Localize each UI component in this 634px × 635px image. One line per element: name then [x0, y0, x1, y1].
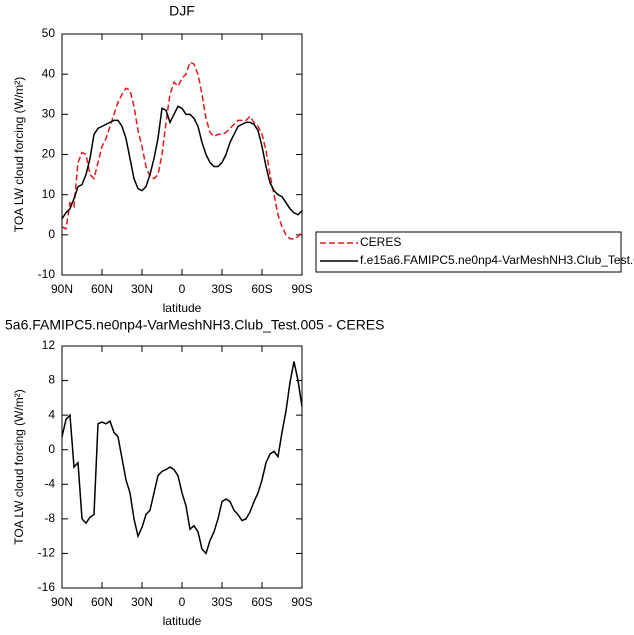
y-tick-label: 30: [42, 107, 56, 121]
y-tick-label: 50: [42, 26, 56, 40]
x-tick-label: 60N: [91, 282, 113, 296]
y-tick-label: 12: [42, 338, 56, 352]
y-tick-label: 10: [42, 187, 56, 201]
x-tick-label: 60N: [91, 595, 113, 609]
legend-label: f.e15a6.FAMIPC5.ne0np4-VarMeshNH3.Club_T…: [360, 253, 634, 267]
x-tick-label: 90S: [291, 282, 312, 296]
y-tick-label: -10: [38, 267, 56, 281]
legend-box: [315, 231, 622, 273]
y-tick-label: 40: [42, 66, 56, 80]
x-tick-label: 60S: [251, 595, 272, 609]
chart-title: 5a6.FAMIPC5.ne0np4-VarMeshNH3.Club_Test.…: [5, 317, 384, 333]
y-tick-label: -12: [38, 546, 56, 560]
y-axis-label: TOA LW cloud forcing (W/m²): [12, 77, 26, 233]
x-tick-label: 90N: [51, 282, 73, 296]
y-tick-label: -4: [44, 476, 55, 490]
y-tick-label: 0: [48, 442, 55, 456]
plot-frame: [61, 345, 303, 589]
x-axis-label: latitude: [163, 301, 202, 315]
y-tick-label: 4: [48, 407, 55, 421]
series-line: [61, 361, 303, 555]
x-tick-label: 30S: [211, 282, 232, 296]
x-tick-label: 90S: [291, 595, 312, 609]
series-line: [61, 61, 303, 240]
x-axis-label: latitude: [163, 614, 202, 628]
x-tick-label: 90N: [51, 595, 73, 609]
series-line: [61, 105, 303, 220]
x-tick-label: 30N: [131, 595, 153, 609]
y-tick-label: -8: [44, 511, 55, 525]
y-axis-label: TOA LW cloud forcing (W/m²): [12, 389, 26, 545]
x-tick-label: 0: [179, 282, 186, 296]
y-tick-label: 0: [48, 227, 55, 241]
x-tick-label: 30N: [131, 282, 153, 296]
x-tick-label: 0: [179, 595, 186, 609]
y-tick-label: -16: [38, 580, 56, 594]
x-tick-label: 60S: [251, 282, 272, 296]
plot-frame: [61, 33, 303, 276]
y-tick-label: 8: [48, 373, 55, 387]
x-tick-label: 30S: [211, 595, 232, 609]
legend-label: CERES: [360, 235, 401, 249]
chart-title: DJF: [169, 3, 195, 19]
y-tick-label: 20: [42, 147, 56, 161]
